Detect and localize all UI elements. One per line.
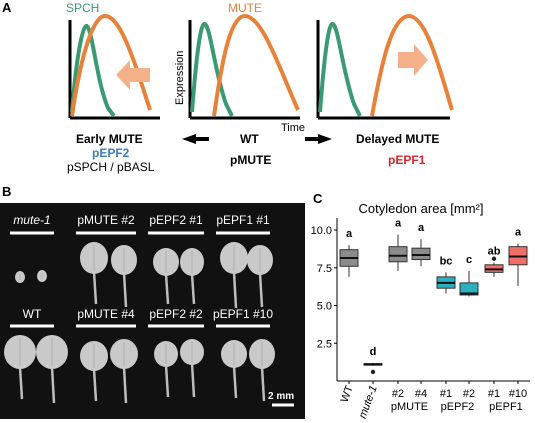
photo-label-pmute-2: pMUTE #2 [77,213,135,227]
x-label-line: #2 [392,388,404,400]
x-label-line: #1 [440,388,452,400]
outlier-point [491,256,497,261]
x-label-line: #1 [488,388,500,400]
significance-letter: a [346,228,353,240]
panel-c-label: C [313,191,323,206]
seedling-stem [190,362,196,398]
arrow-shaft-left [195,137,209,141]
seedling-stem [164,364,170,398]
legend-mute: MUTE [228,1,262,15]
arrow-right-shift [398,44,428,76]
plot-wt: MUTE Expression Time [174,1,305,134]
seedling-stem [122,272,128,308]
significance-letter: d [370,346,377,358]
label-pepf1: pEPF1 [388,153,426,167]
x-axis-label: Time [281,122,305,134]
boxplot-chart: 2.5 5.0 7.5 10.0 a d a a bc c ab a WT mute-1 #2 #4 #1 #2 #… [311,218,530,420]
spch-curve-right [318,21,362,117]
seedling-stem [50,366,56,404]
label-wt: WT [240,132,259,146]
legend-spch: SPCH [66,1,99,15]
seedling-photo [0,203,305,419]
label-early-mute: Early MUTE [76,132,143,146]
axes-left [68,20,160,120]
y-axis-label: Expression [174,51,186,105]
seedling-stem [260,366,266,402]
seedling-stem [232,271,238,309]
seedling-stem [92,368,98,402]
photo-label-pepf1-10: pEPF1 #10 [213,307,273,321]
seedling-stem [92,271,98,305]
significance-letter: bc [440,255,453,267]
photo-label-pmute-4: pMUTE #4 [77,307,135,321]
x-group-label: pMUTE [391,401,428,413]
box [411,247,431,261]
panel-b-label: B [2,184,11,199]
photo-labels: mute-1 pMUTE #2 pEPF2 #1 pEPF1 #1 WT pMU… [13,213,294,402]
seedling-stem [190,273,196,305]
seedling-stem [18,366,24,400]
box [388,246,408,263]
axes-center [188,20,300,120]
arrow-head-right [318,134,332,144]
arrow-head-left [182,134,196,144]
seedling-photo-contents [4,231,294,407]
x-label-line: #2 [463,388,475,400]
significance-letter: ab [488,246,501,258]
significance-letter: c [466,254,472,266]
y-tick-label: 10.0 [311,225,332,237]
scale-bar-label: 2 mm [268,391,294,402]
y-tick-label: 5.0 [317,301,332,313]
label-pepf2: pEPF2 [92,146,130,160]
mute-curve-left [70,14,152,117]
seedling-stem [232,365,238,399]
seedling-stem [122,366,128,404]
mute-curve-center [212,14,300,117]
y-tick-label: 2.5 [317,338,332,350]
outlier-point [370,369,376,375]
significance-letter: a [395,218,402,230]
label-delayed-mute: Delayed MUTE [356,132,439,146]
y-tick-label: 7.5 [317,263,332,275]
significance-letter: a [515,227,522,239]
photo-label-mute-1: mute-1 [13,213,50,227]
x-label-wt: WT [339,384,356,404]
label-pmute: pMUTE [230,153,271,167]
arrow-left-shift [116,60,150,90]
photo-label-pepf2-1: pEPF2 #1 [149,213,203,227]
x-label-line: #4 [415,388,427,400]
significance-letter: a [418,222,425,234]
arrow-shaft-right [305,137,319,141]
photo-label-wt: WT [23,307,42,321]
x-group-label: pEPF2 [441,401,475,413]
photo-label-pepf1-1: pEPF1 #1 [216,213,270,227]
x-group-label: pEPF1 [489,401,523,413]
box [459,282,479,296]
spch-curve-left [70,23,116,118]
x-label-mute-1: mute-1 [357,384,380,420]
seedling-stem [258,272,264,308]
mute-curve-right [370,14,454,117]
axes-right [316,20,450,120]
spch-curve-center [190,21,234,117]
x-label-line: #10 [509,388,527,400]
panel-a-label: A [2,0,12,15]
label-pspch-pbasl: pSPCH / pBASL [67,160,155,174]
chart-title: Cotyledon area [mm²] [359,201,484,216]
plot-early-mute: SPCH [66,1,160,120]
seedling-stem [164,273,170,305]
photo-label-pepf2-2: pEPF2 #2 [149,307,203,321]
plot-delayed-mute [316,14,454,120]
